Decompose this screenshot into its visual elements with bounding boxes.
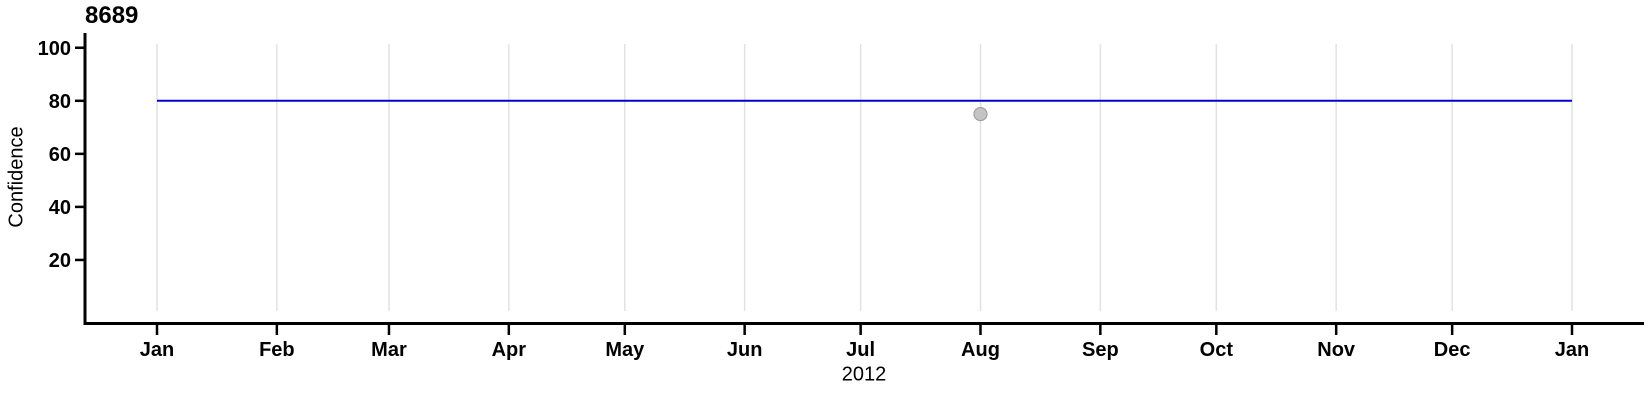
chart-title: 8689 (85, 2, 139, 29)
x-tick-label: Jan (140, 339, 174, 361)
x-tick-label: Sep (1082, 339, 1119, 361)
data-point (973, 106, 988, 122)
y-tick-label: 40 (49, 197, 71, 219)
x-tick-label: Apr (492, 339, 527, 361)
x-tick-label: Feb (259, 339, 295, 361)
y-axis-label: Confidence (5, 126, 28, 228)
y-tick-label: 60 (49, 144, 71, 166)
x-tick-label: Jul (846, 339, 875, 361)
x-tick-label: Aug (961, 339, 1000, 361)
x-tick-label: Jan (1555, 339, 1589, 361)
y-tick-label: 100 (38, 38, 71, 60)
y-tick-label: 80 (49, 91, 71, 113)
x-tick-label: Oct (1200, 339, 1234, 361)
y-tick-label: 20 (49, 250, 71, 272)
x-tick-label: Dec (1434, 339, 1471, 361)
x-tick-label: Nov (1317, 339, 1356, 361)
x-tick-label: Mar (371, 339, 407, 361)
x-axis-label: 2012 (841, 363, 887, 386)
x-tick-label: Jun (727, 339, 763, 361)
x-tick-label: May (605, 339, 645, 361)
